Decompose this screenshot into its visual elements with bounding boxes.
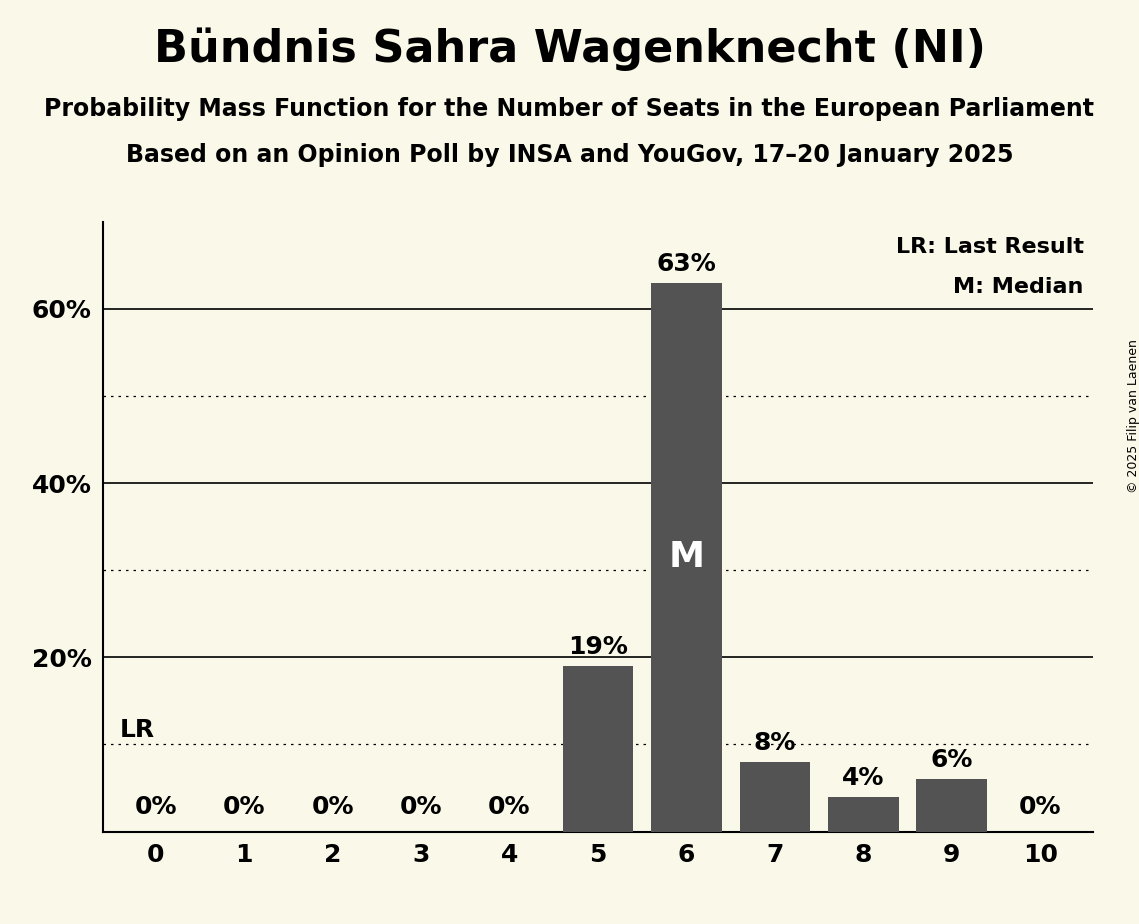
Text: Based on an Opinion Poll by INSA and YouGov, 17–20 January 2025: Based on an Opinion Poll by INSA and You… — [125, 143, 1014, 167]
Text: 4%: 4% — [842, 766, 885, 790]
Text: 8%: 8% — [754, 731, 796, 755]
Text: M: M — [669, 541, 704, 574]
Text: LR: LR — [121, 718, 155, 742]
Bar — [563, 666, 633, 832]
Text: 0%: 0% — [1019, 795, 1062, 819]
Text: 63%: 63% — [656, 251, 716, 275]
Text: Probability Mass Function for the Number of Seats in the European Parliament: Probability Mass Function for the Number… — [44, 97, 1095, 121]
Bar — [739, 762, 810, 832]
Bar — [652, 283, 722, 832]
Text: Bündnis Sahra Wagenknecht (NI): Bündnis Sahra Wagenknecht (NI) — [154, 28, 985, 71]
Bar — [917, 779, 988, 832]
Text: LR: Last Result: LR: Last Result — [895, 237, 1083, 257]
Text: 0%: 0% — [134, 795, 177, 819]
Text: 0%: 0% — [489, 795, 531, 819]
Text: 0%: 0% — [311, 795, 354, 819]
Text: 0%: 0% — [400, 795, 442, 819]
Text: 6%: 6% — [931, 748, 973, 772]
Text: M: Median: M: Median — [953, 276, 1083, 297]
Text: 0%: 0% — [223, 795, 265, 819]
Text: 19%: 19% — [568, 635, 628, 659]
Text: © 2025 Filip van Laenen: © 2025 Filip van Laenen — [1126, 339, 1139, 492]
Bar — [828, 796, 899, 832]
